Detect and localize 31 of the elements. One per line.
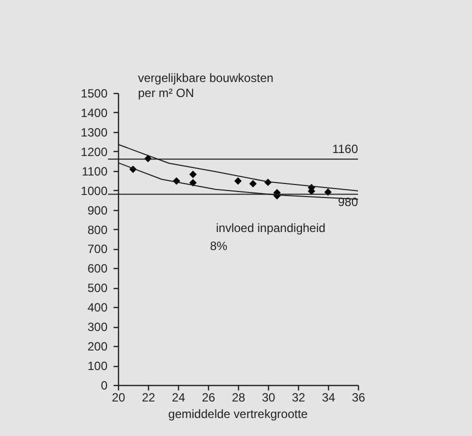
y-tick-label: 600 (87, 262, 108, 276)
y-tick-label: 800 (87, 222, 108, 237)
x-tick-label: 26 (202, 390, 216, 404)
y-tick-label: 0 (100, 378, 108, 392)
annotation: invloed inpandigheid (216, 221, 326, 235)
y-tick-label: 1400 (80, 106, 108, 120)
x-tick-label: 30 (262, 390, 276, 404)
y-tick-label: 1000 (80, 184, 108, 198)
x-tick-label: 36 (352, 390, 366, 404)
y-tick-label: 900 (87, 203, 108, 218)
annotation: 8% (210, 239, 228, 253)
y-tick-label: 1500 (80, 86, 108, 100)
x-tick-label: 22 (142, 390, 156, 404)
y-tick-label: 100 (87, 359, 108, 374)
y-tick-label: 1200 (80, 144, 108, 159)
y-tick-label: 500 (87, 281, 108, 296)
x-axis-title: gemiddelde vertrekgrootte (168, 407, 308, 421)
x-tick-label: 24 (172, 390, 186, 404)
x-tick-label: 32 (292, 390, 306, 404)
y-axis-title: vergelijkbare bouwkosten per m² ON (138, 71, 274, 100)
y-tick-label: 400 (87, 300, 108, 315)
x-tick-label: 20 (112, 390, 126, 404)
y-tick-label: 300 (87, 320, 108, 334)
x-tick-label: 34 (322, 390, 336, 404)
y-tick-label: 700 (87, 242, 108, 256)
ref-line-label: 1160 (332, 142, 358, 156)
y-tick-label: 1300 (80, 125, 108, 140)
ref-line-label: 980 (338, 195, 358, 210)
y-tick-label: 1100 (82, 164, 108, 178)
x-tick-label: 28 (232, 390, 246, 404)
y-tick-label: 200 (87, 340, 108, 354)
